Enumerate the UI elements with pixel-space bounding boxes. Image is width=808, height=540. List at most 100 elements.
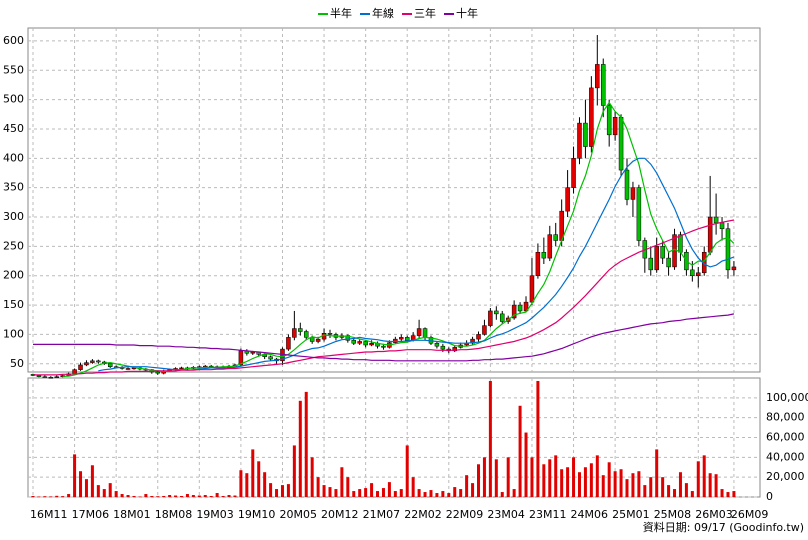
x-tick-label: 22M02 (404, 508, 442, 521)
volume-bar (429, 490, 433, 497)
candle-body (286, 337, 291, 350)
volume-bar (376, 491, 380, 497)
x-tick-label: 17M06 (72, 508, 110, 521)
volume-bar (601, 475, 605, 497)
candle-body (482, 325, 487, 335)
x-tick-label: 16M11 (30, 508, 68, 521)
volume-bar (453, 487, 457, 497)
volume-bar (79, 471, 83, 497)
volume-bar (548, 459, 552, 497)
x-tick-label: 19M03 (196, 508, 234, 521)
y2-tick-label: 60,000 (766, 431, 805, 444)
volume-bar (150, 496, 154, 497)
candle-body (678, 234, 683, 253)
footer: 資料日期: 09/17 (Goodinfo.tw) (643, 520, 804, 534)
candle-body (399, 337, 404, 340)
x-tick-label: 19M10 (238, 508, 276, 521)
volume-bar (251, 449, 255, 497)
y-tick-label: 350 (3, 181, 24, 194)
volume-bar (500, 492, 504, 497)
volume-bar (257, 461, 261, 497)
volume-bar (572, 457, 576, 497)
volume-bar (197, 495, 201, 497)
candle-body (636, 187, 642, 241)
y-tick-label: 600 (3, 34, 24, 47)
volume-bar (417, 489, 421, 497)
volume-bar (96, 485, 100, 497)
volume-bar (292, 445, 296, 497)
volume-bar (298, 400, 302, 497)
candle-body (660, 246, 665, 259)
candle-body (618, 116, 624, 171)
volume-bar (447, 493, 451, 497)
x-tick-label: 24M06 (571, 508, 609, 521)
y-tick-label: 400 (3, 151, 24, 164)
volume-bar (459, 489, 463, 497)
volume-bar (275, 489, 279, 497)
volume-bar (358, 489, 362, 497)
volume-bar (387, 482, 391, 497)
legend-label: 三年 (414, 6, 436, 20)
candle-body (666, 257, 671, 268)
volume-bar (286, 484, 290, 497)
volume-bar (90, 465, 94, 497)
candle-body (624, 169, 630, 200)
volume-bar (696, 461, 700, 497)
candle-body (511, 304, 517, 319)
volume-bar (465, 475, 469, 497)
candle-body (351, 340, 357, 344)
candle-body (517, 304, 523, 312)
ma-line (33, 313, 735, 362)
candle-body (393, 338, 398, 343)
volume-bar (191, 495, 195, 497)
volume-bar (120, 494, 124, 497)
volume-bar (726, 492, 730, 497)
volume-bar (352, 491, 356, 497)
volume-bar (180, 496, 183, 497)
candle-body (357, 341, 362, 344)
y2-tick-label: 0 (766, 490, 773, 503)
candle-body (529, 275, 535, 303)
volume-bar (637, 471, 641, 497)
candle-body (327, 333, 333, 335)
y-tick-label: 550 (3, 63, 24, 76)
volume-bar (322, 485, 326, 497)
volume-bar (518, 405, 522, 497)
y-tick-label: 250 (3, 239, 24, 252)
volume-bar (678, 472, 682, 497)
volume-bar (67, 494, 71, 497)
candle-body (577, 122, 582, 159)
volume-bar (643, 485, 647, 497)
candle-body (42, 376, 48, 378)
legend-label: 年線 (372, 6, 394, 20)
volume-bar (441, 491, 445, 497)
candle-body (648, 257, 654, 271)
volume-bar (168, 495, 172, 497)
volume-bar (649, 477, 653, 497)
volume-bar (381, 488, 385, 497)
volume-bar (61, 496, 65, 497)
volume-bar (524, 432, 528, 497)
volume-bar (589, 463, 593, 497)
candle-body (654, 246, 659, 271)
candle-body (125, 368, 131, 370)
candle-body (672, 234, 677, 268)
volume-bar (619, 469, 623, 497)
candle-body (363, 341, 368, 346)
volume-bar (209, 496, 213, 497)
volume-bar (310, 457, 314, 497)
candle-body (369, 342, 374, 346)
volume-bar (370, 483, 374, 497)
candle-body (303, 331, 309, 338)
volume-bar (708, 473, 712, 497)
x-tick-label: 20M05 (279, 508, 317, 521)
candle-body (84, 362, 89, 366)
volume-bar (471, 483, 475, 497)
volume-bar (156, 496, 160, 497)
candle-body (72, 369, 77, 375)
volume-bar (43, 496, 47, 497)
volume-bar (613, 471, 617, 497)
volume-bar (536, 380, 540, 497)
x-tick-label: 25M01 (612, 508, 650, 521)
